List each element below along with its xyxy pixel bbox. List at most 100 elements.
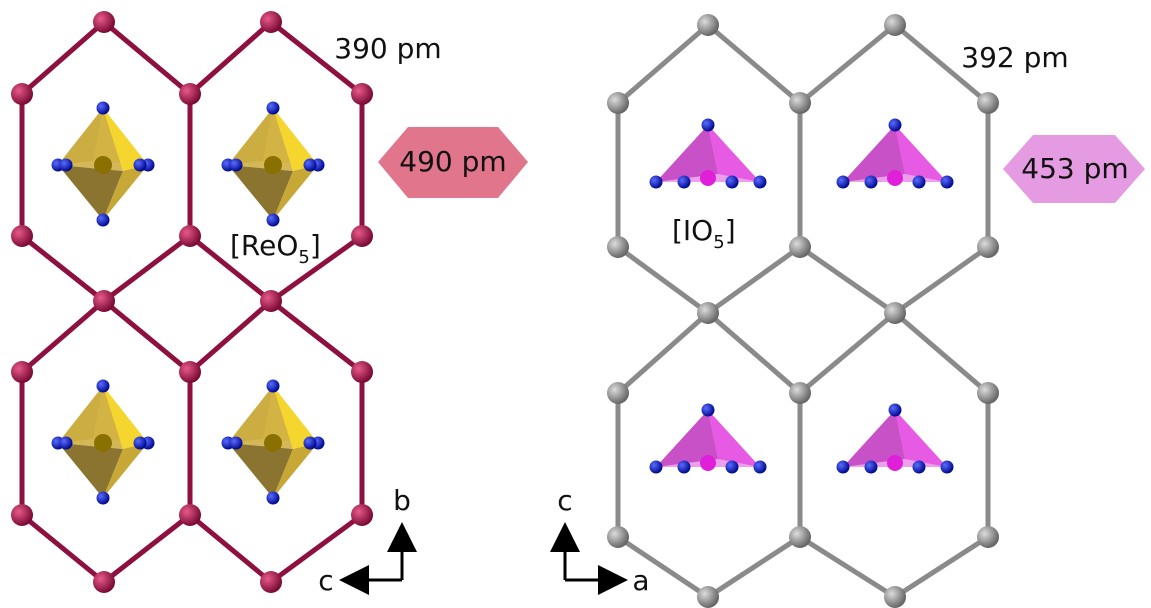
bond: [618, 247, 708, 313]
lattice-atoms: [11, 11, 999, 608]
octahedron-face: [228, 443, 293, 498]
atom: [697, 14, 719, 36]
oxygen: [267, 214, 280, 227]
atom: [179, 504, 201, 526]
metal-atom: [94, 156, 112, 174]
atom: [351, 83, 373, 105]
oxygen: [837, 176, 850, 189]
atom: [93, 290, 115, 312]
bond: [190, 301, 271, 372]
oxygen: [678, 461, 691, 474]
oxygen: [230, 159, 243, 172]
oxygen: [60, 159, 73, 172]
bond: [800, 25, 895, 103]
bond: [708, 537, 800, 597]
atom: [884, 302, 906, 324]
oxygen: [650, 176, 663, 189]
oxygen: [941, 461, 954, 474]
atom: [260, 571, 282, 593]
axis-label: c: [318, 564, 333, 597]
atom: [607, 526, 629, 548]
bond: [22, 236, 104, 301]
bond: [22, 301, 104, 372]
octahedron-face: [58, 165, 123, 220]
atom: [607, 382, 629, 404]
atom: [93, 11, 115, 33]
bond: [895, 313, 988, 393]
bond-length-label: 392 pm: [961, 41, 1068, 74]
atom: [179, 225, 201, 247]
oxygen: [230, 437, 243, 450]
oxygen: [97, 102, 110, 115]
bond: [271, 301, 362, 372]
atom: [884, 14, 906, 36]
axis-label: a: [632, 564, 649, 597]
bond: [104, 22, 190, 94]
bond: [800, 537, 895, 597]
oxygen: [678, 176, 691, 189]
oxygen: [754, 176, 767, 189]
bond: [104, 236, 190, 301]
iodine-atom: [887, 170, 903, 186]
atom: [789, 92, 811, 114]
cell-width-label: 453 pm: [1021, 152, 1128, 185]
atom: [697, 586, 719, 608]
atom: [179, 83, 201, 105]
figure: 390 pm 490 pm [ReO5] b c 392 pm 453 pm […: [0, 0, 1151, 608]
oxygen: [134, 159, 147, 172]
polyhedron-label: [ReO5]: [230, 229, 321, 268]
atom: [179, 361, 201, 383]
atom: [11, 225, 33, 247]
atom: [977, 92, 999, 114]
bond: [895, 537, 988, 597]
oxygen: [267, 492, 280, 505]
atom: [789, 382, 811, 404]
bond: [22, 22, 104, 94]
cell-width-label: 490 pm: [399, 145, 506, 178]
oxygen: [97, 492, 110, 505]
oxygen: [889, 404, 902, 417]
oxygen: [754, 461, 767, 474]
bond: [104, 515, 190, 582]
bond-length-label: 390 pm: [334, 32, 441, 65]
atom: [789, 236, 811, 258]
bond: [618, 313, 708, 393]
atom: [977, 526, 999, 548]
metal-atom: [264, 434, 282, 452]
oxygen: [702, 404, 715, 417]
oxygen: [267, 380, 280, 393]
oxygen: [304, 437, 317, 450]
atom: [607, 236, 629, 258]
axis-label: c: [557, 484, 572, 517]
atom: [351, 361, 373, 383]
polyhedron-label: [IO5]: [672, 214, 736, 253]
oxygen: [913, 461, 926, 474]
oxygen: [837, 461, 850, 474]
oxygen: [97, 380, 110, 393]
bond: [271, 515, 362, 582]
bond: [104, 301, 190, 372]
oxygen: [304, 159, 317, 172]
oxygen: [865, 461, 878, 474]
atom: [260, 11, 282, 33]
atom: [93, 571, 115, 593]
oxygen: [889, 119, 902, 132]
bond: [708, 247, 800, 313]
atom: [11, 361, 33, 383]
oxygen: [134, 437, 147, 450]
oxygen: [726, 176, 739, 189]
atom: [260, 290, 282, 312]
bond: [22, 515, 104, 582]
bond: [895, 247, 988, 313]
oxygen: [60, 437, 73, 450]
axis-label: b: [393, 484, 411, 517]
oxygen: [726, 461, 739, 474]
bond: [800, 313, 895, 393]
bond: [800, 247, 895, 313]
iodine-atom: [887, 455, 903, 471]
metal-atom: [264, 156, 282, 174]
atom: [697, 302, 719, 324]
oxygen: [650, 461, 663, 474]
oxygen: [97, 214, 110, 227]
atom: [11, 504, 33, 526]
